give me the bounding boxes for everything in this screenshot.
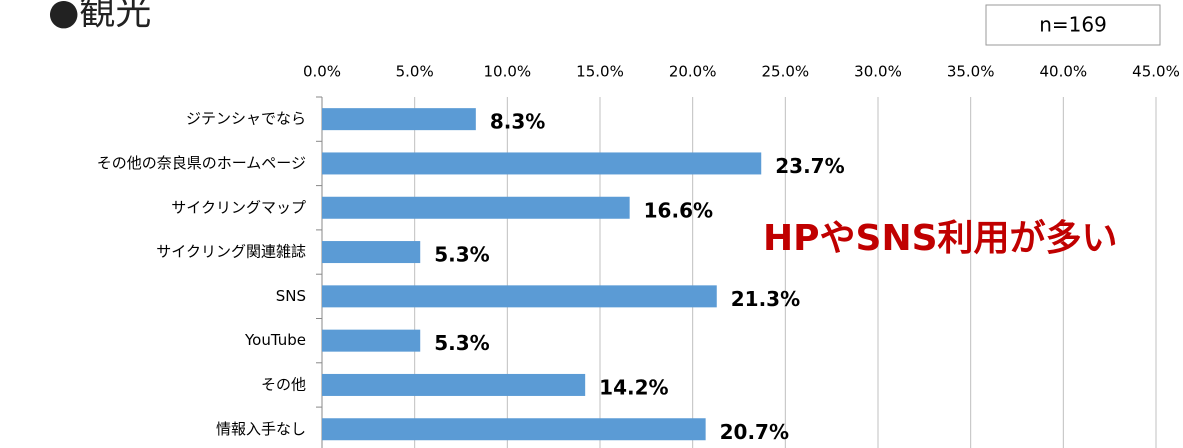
bar bbox=[322, 108, 476, 131]
x-tick-label: 30.0% bbox=[854, 63, 902, 81]
x-tick-label: 0.0% bbox=[303, 63, 341, 81]
chart-title: ●観光 bbox=[48, 0, 151, 33]
value-label: 5.3% bbox=[434, 331, 489, 355]
note-box bbox=[985, 4, 1161, 46]
x-tick-label: 10.0% bbox=[484, 63, 532, 81]
value-label: 5.3% bbox=[434, 243, 489, 267]
value-label: 14.2% bbox=[599, 375, 668, 399]
value-label: 16.6% bbox=[644, 198, 713, 222]
annotation: HPやSNS利用が多い bbox=[763, 218, 1118, 259]
value-label: 23.7% bbox=[775, 154, 844, 178]
x-tick-label: 15.0% bbox=[576, 63, 624, 81]
x-tick-label: 45.0% bbox=[1132, 63, 1180, 81]
x-tick-label: 35.0% bbox=[947, 63, 995, 81]
y-tick-label: サイクリングマップ bbox=[171, 198, 306, 216]
y-tick-label: サイクリング関連雑誌 bbox=[156, 243, 306, 261]
value-label: 8.3% bbox=[490, 110, 545, 134]
y-tick-label: YouTube bbox=[244, 331, 306, 349]
bar bbox=[322, 241, 421, 264]
bar bbox=[322, 152, 762, 175]
note: n=169 bbox=[1039, 13, 1107, 37]
x-tick-label: 25.0% bbox=[762, 63, 810, 81]
bar bbox=[322, 373, 586, 396]
bar bbox=[322, 329, 421, 352]
y-tick-label: SNS bbox=[276, 287, 306, 305]
bar bbox=[322, 285, 717, 308]
x-tick-label: 40.0% bbox=[1040, 63, 1088, 81]
bar bbox=[322, 196, 630, 219]
x-tick-label: 20.0% bbox=[669, 63, 717, 81]
y-tick-label: ジテンシャでなら bbox=[186, 110, 306, 128]
value-label: 21.3% bbox=[731, 287, 800, 311]
y-tick-label: その他の奈良県のホームページ bbox=[97, 154, 306, 172]
y-tick-label: その他 bbox=[261, 375, 306, 393]
bar bbox=[322, 418, 706, 441]
x-tick-label: 5.0% bbox=[396, 63, 434, 81]
y-tick-label: 情報入手なし bbox=[216, 420, 306, 438]
value-label: 20.7% bbox=[720, 420, 789, 444]
